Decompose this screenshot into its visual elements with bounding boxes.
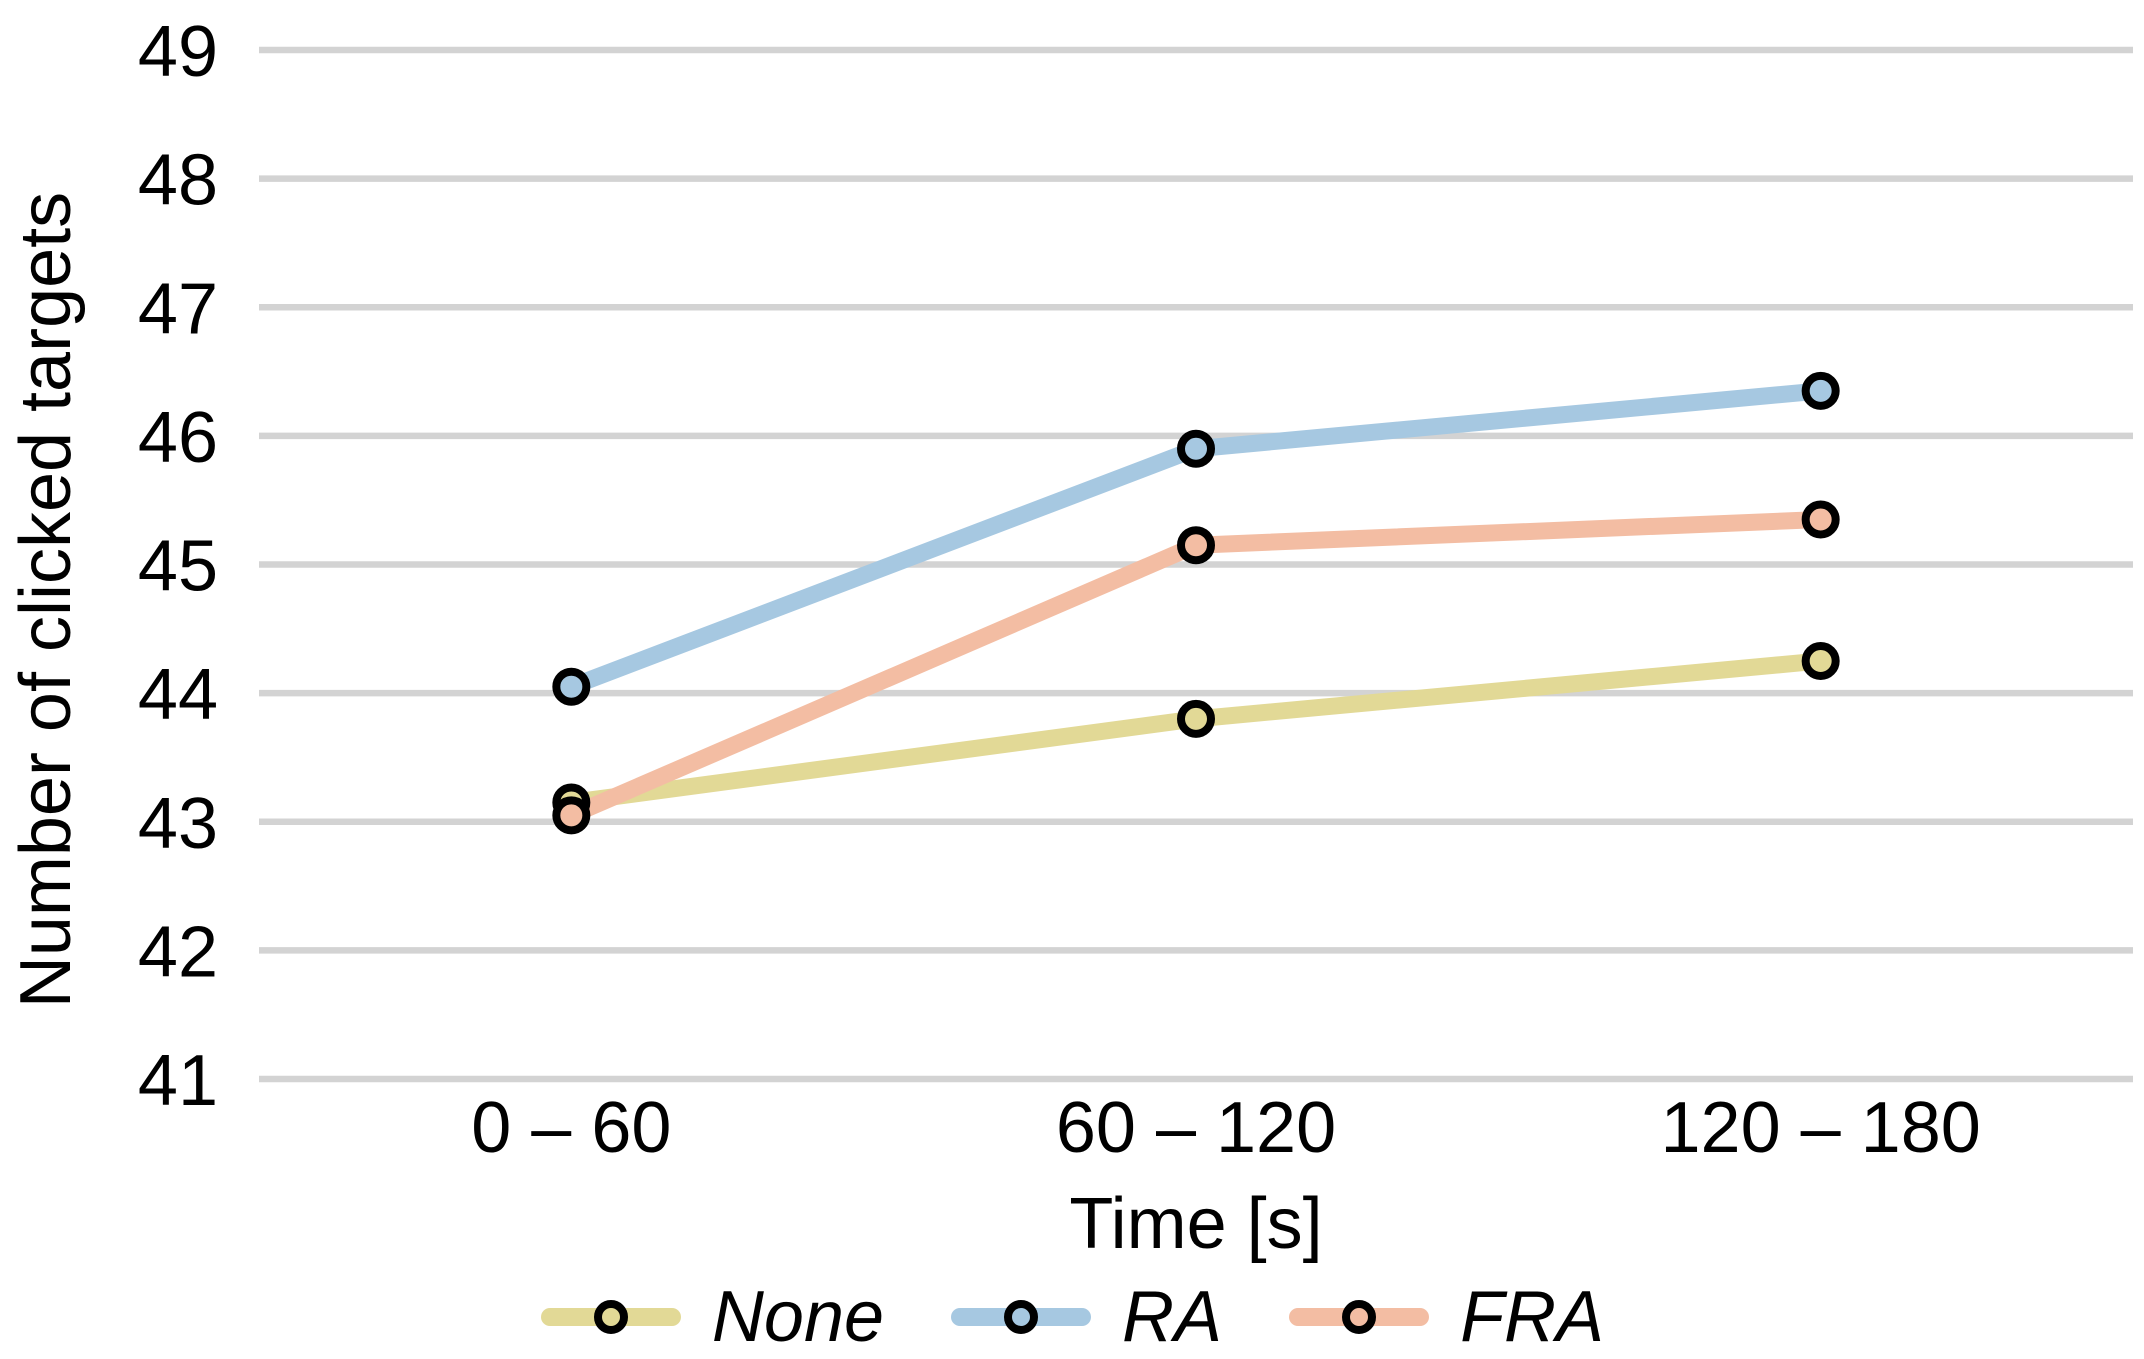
data-point-none-2 bbox=[1801, 641, 1840, 680]
legend-marker bbox=[1342, 1300, 1377, 1334]
data-point-fra-0 bbox=[552, 796, 591, 835]
legend-marker bbox=[1004, 1300, 1039, 1334]
data-point-none-1 bbox=[1177, 699, 1215, 738]
series-markers bbox=[552, 371, 1840, 835]
legend-label: FRA bbox=[1460, 1277, 1605, 1357]
data-point-ra-1 bbox=[1177, 429, 1215, 468]
y-tick-label: 41 bbox=[138, 1041, 218, 1121]
data-point-fra-1 bbox=[1177, 526, 1215, 565]
legend: None RA FRA bbox=[0, 1272, 2144, 1359]
y-axis-title: Number of clicked targets bbox=[6, 192, 86, 1008]
gridlines bbox=[259, 46, 2133, 1083]
legend-item-ra: RA bbox=[950, 1281, 1222, 1353]
x-axis-tick-labels: 0 – 60 60 – 120 120 – 180 bbox=[471, 1088, 1981, 1168]
legend-swatch-icon bbox=[1289, 1300, 1430, 1334]
y-tick-label: 47 bbox=[138, 269, 218, 349]
y-tick-label: 48 bbox=[138, 141, 218, 221]
legend-label: RA bbox=[1122, 1277, 1223, 1357]
data-point-fra-2 bbox=[1801, 500, 1840, 539]
legend-item-none: None bbox=[540, 1281, 884, 1353]
data-point-ra-2 bbox=[1801, 371, 1840, 410]
legend-label: None bbox=[711, 1277, 885, 1357]
legend-marker bbox=[593, 1300, 628, 1334]
y-tick-label: 44 bbox=[138, 655, 218, 735]
y-axis-tick-labels: 41 42 43 44 45 46 47 48 49 bbox=[138, 12, 218, 1121]
x-tick-label: 0 – 60 bbox=[471, 1088, 671, 1168]
legend-item-fra: FRA bbox=[1288, 1281, 1604, 1353]
y-tick-label: 42 bbox=[138, 912, 218, 992]
x-axis-title: Time [s] bbox=[1069, 1184, 1322, 1264]
legend-swatch-icon bbox=[540, 1300, 681, 1334]
y-tick-label: 46 bbox=[138, 398, 218, 478]
x-tick-label: 120 – 180 bbox=[1661, 1088, 1981, 1168]
y-tick-label: 49 bbox=[138, 12, 218, 92]
legend-swatch-icon bbox=[951, 1300, 1092, 1334]
y-tick-label: 43 bbox=[138, 784, 218, 864]
data-point-ra-0 bbox=[552, 667, 591, 706]
y-tick-label: 45 bbox=[138, 527, 218, 607]
x-tick-label: 60 – 120 bbox=[1056, 1088, 1336, 1168]
